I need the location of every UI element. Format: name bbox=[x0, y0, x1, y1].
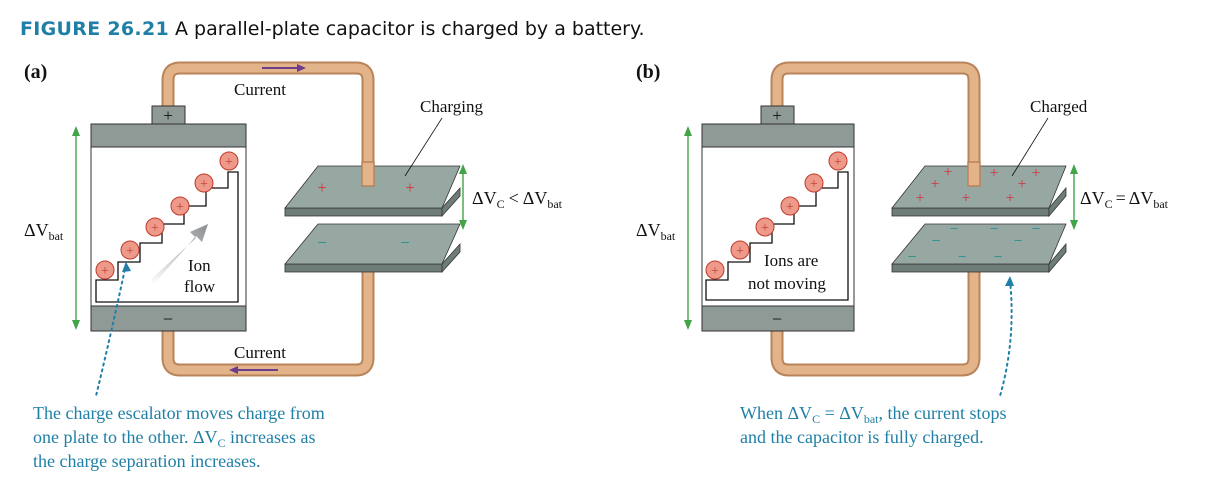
svg-text:−: − bbox=[949, 221, 958, 238]
svg-text:+: + bbox=[317, 178, 327, 197]
ion-flow-arrow bbox=[150, 224, 208, 284]
svg-text:+: + bbox=[1017, 176, 1026, 193]
svg-text:−: − bbox=[907, 249, 916, 266]
note-b-line-1: When ΔVC = ΔVbat, the current stops bbox=[740, 403, 1006, 426]
svg-text:−: − bbox=[931, 233, 940, 250]
svg-text:+: + bbox=[810, 177, 818, 192]
figure-number: FIGURE 26.21 bbox=[20, 18, 169, 40]
note-a-line-1: The charge escalator moves charge from bbox=[33, 403, 325, 423]
ion: + bbox=[804, 173, 824, 193]
svg-text:+: + bbox=[126, 244, 134, 259]
svg-text:+: + bbox=[176, 200, 184, 215]
delta-v-bat-arrow-a bbox=[72, 126, 80, 330]
top-plate-a: + + bbox=[284, 165, 461, 218]
svg-text:+: + bbox=[786, 200, 794, 215]
caption-text: A parallel-plate capacitor is charged by… bbox=[175, 18, 645, 40]
charging-label: Charging bbox=[420, 97, 483, 116]
current-label-top: Current bbox=[234, 80, 286, 99]
svg-text:+: + bbox=[989, 165, 998, 182]
svg-text:−: − bbox=[1031, 221, 1040, 238]
panel-b-wires bbox=[770, 61, 981, 377]
panel-b-label: (b) bbox=[636, 61, 660, 83]
note-leader-arrowhead-b bbox=[1005, 276, 1014, 286]
figure-caption: FIGURE 26.21 A parallel-plate capacitor i… bbox=[20, 18, 645, 40]
ion: + bbox=[95, 260, 115, 280]
delta-vc-arrow-a bbox=[459, 164, 467, 230]
ions-label-2: not moving bbox=[748, 274, 826, 293]
svg-text:−: − bbox=[400, 233, 410, 252]
battery-plus-terminal: + bbox=[772, 106, 782, 125]
note-leader-arrowhead-a bbox=[122, 262, 131, 272]
svg-text:+: + bbox=[1031, 165, 1040, 182]
bottom-plate-b: − − − − − − − − bbox=[891, 221, 1067, 274]
battery-minus-terminal: − bbox=[163, 309, 173, 329]
current-arrow-bottom bbox=[229, 366, 278, 374]
svg-text:+: + bbox=[834, 155, 842, 170]
ion: + bbox=[780, 196, 800, 216]
note-a-line-3: the charge separation increases. bbox=[33, 451, 261, 471]
svg-text:+: + bbox=[101, 264, 109, 279]
voltage-relation-b: ΔVC = ΔVbat bbox=[1080, 188, 1169, 211]
note-leader-b bbox=[999, 279, 1013, 397]
battery-minus-terminal: − bbox=[772, 309, 782, 329]
svg-text:+: + bbox=[736, 244, 744, 259]
bottom-plate-a: − − bbox=[284, 223, 461, 274]
ions-b: + + + + + + bbox=[705, 151, 848, 280]
panel-a: (a) Current Current + − bbox=[24, 61, 563, 471]
svg-text:+: + bbox=[761, 221, 769, 236]
svg-text:−: − bbox=[993, 249, 1002, 266]
current-label-bottom: Current bbox=[234, 343, 286, 362]
svg-text:+: + bbox=[405, 178, 415, 197]
panel-b: (b) + − Ions are not moving + + + + + bbox=[636, 61, 1169, 447]
ions-a: + + + + + + bbox=[95, 151, 239, 280]
svg-text:−: − bbox=[317, 233, 327, 252]
note-leader-a bbox=[95, 263, 127, 397]
ion: + bbox=[170, 196, 190, 216]
capacitor-b: + + + + + + + + − − − − − − − − bbox=[891, 161, 1067, 274]
svg-text:−: − bbox=[1013, 233, 1022, 250]
delta-v-bat-label-a: ΔVbat bbox=[24, 220, 64, 243]
note-b-line-2: and the capacitor is fully charged. bbox=[740, 427, 984, 447]
svg-text:+: + bbox=[915, 190, 924, 207]
ion-flow-label-2: flow bbox=[184, 277, 216, 296]
ion: + bbox=[145, 217, 165, 237]
delta-v-bat-arrow-b bbox=[684, 126, 692, 330]
svg-text:+: + bbox=[151, 221, 159, 236]
charged-label: Charged bbox=[1030, 97, 1088, 116]
ions-label-1: Ions are bbox=[764, 251, 818, 270]
voltage-relation-a: ΔVC < ΔVbat bbox=[472, 188, 563, 211]
svg-text:+: + bbox=[200, 177, 208, 192]
svg-text:+: + bbox=[711, 264, 719, 279]
note-a-line-2: one plate to the other. ΔVC increases as bbox=[33, 427, 316, 450]
delta-v-bat-label-b: ΔVbat bbox=[636, 220, 676, 243]
ion: + bbox=[194, 173, 214, 193]
ion: + bbox=[828, 151, 848, 171]
svg-text:+: + bbox=[961, 190, 970, 207]
svg-text:−: − bbox=[989, 221, 998, 238]
ion: + bbox=[705, 260, 725, 280]
capacitor-a: + + − − bbox=[284, 161, 461, 274]
ion: + bbox=[120, 240, 140, 260]
svg-text:+: + bbox=[943, 164, 952, 181]
ion: + bbox=[730, 240, 750, 260]
battery-plus-terminal: + bbox=[163, 106, 173, 125]
ion: + bbox=[755, 217, 775, 237]
ion: + bbox=[219, 151, 239, 171]
svg-text:+: + bbox=[930, 176, 939, 193]
charged-leader-line bbox=[1011, 117, 1049, 177]
svg-text:+: + bbox=[225, 155, 233, 170]
current-arrow-top bbox=[262, 64, 306, 72]
svg-text:+: + bbox=[1005, 190, 1014, 207]
top-plate-b: + + + + + + + + bbox=[891, 164, 1067, 218]
battery-b: + − Ions are not moving bbox=[701, 105, 855, 332]
charging-leader-line bbox=[404, 117, 443, 177]
battery-a: + − Ion flow bbox=[90, 105, 247, 332]
ion-flow-label-1: Ion bbox=[188, 256, 211, 275]
panel-a-label: (a) bbox=[24, 61, 47, 83]
delta-vc-arrow-b bbox=[1070, 164, 1078, 230]
svg-text:−: − bbox=[957, 249, 966, 266]
